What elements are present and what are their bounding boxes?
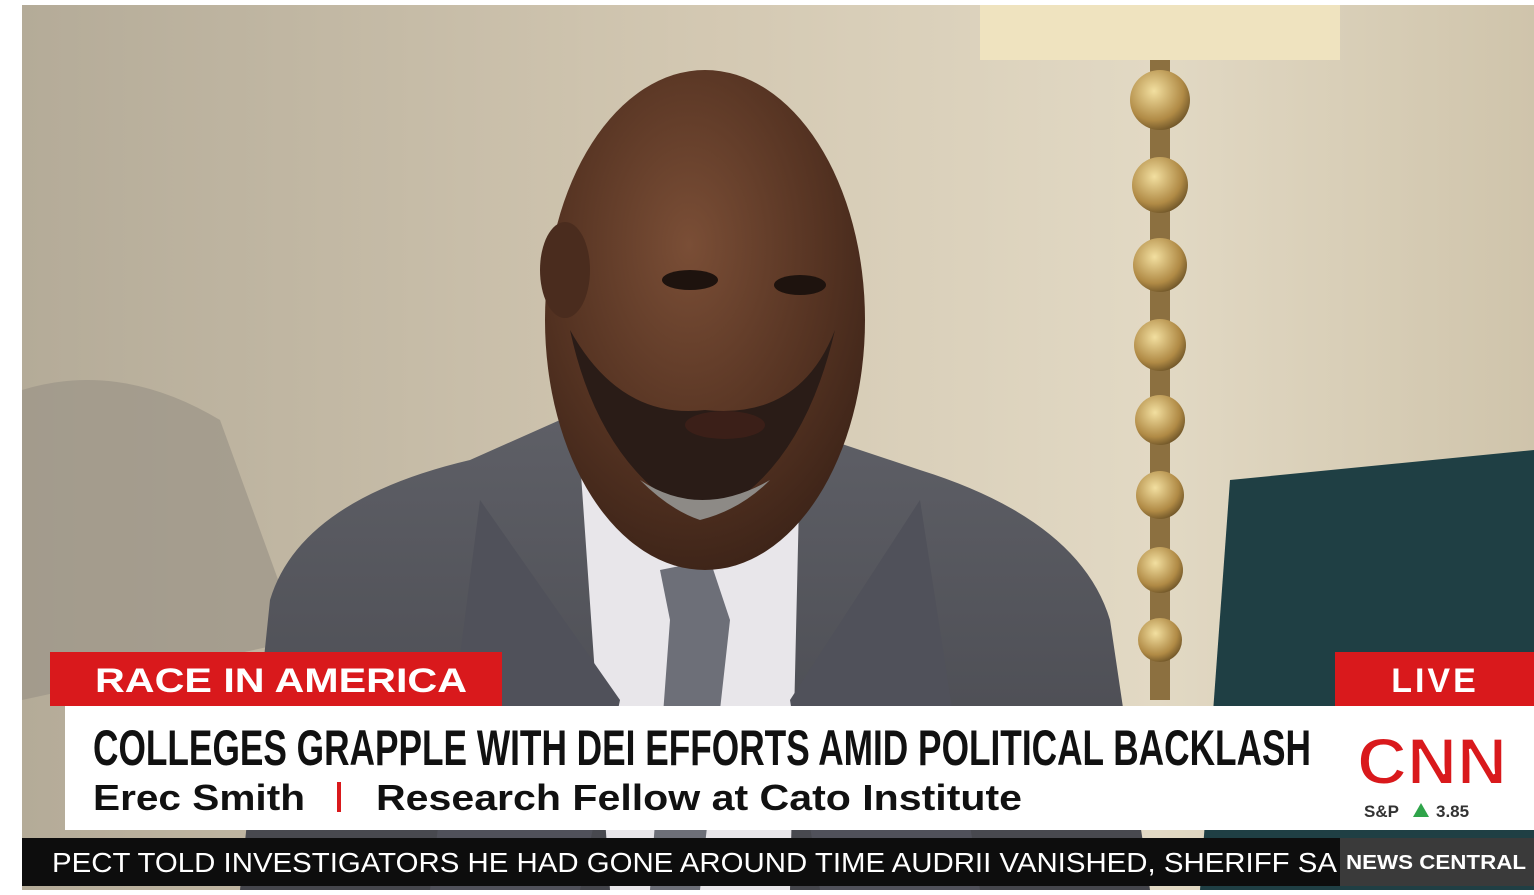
sofa — [22, 380, 300, 700]
network-logo: CNN — [1357, 724, 1507, 798]
guest-name: Erec Smith — [93, 777, 305, 818]
section-tag: RACE IN AMERICA — [95, 662, 467, 700]
headline: COLLEGES GRAPPLE WITH DEI EFFORTS AMID P… — [93, 720, 1311, 776]
live-tag: LIVE — [1391, 662, 1479, 700]
ticker-bar — [22, 838, 1534, 886]
market-up-arrow — [1413, 803, 1429, 817]
ticker-label: NEWS CENTRAL — [1346, 852, 1526, 874]
section-tag-box — [50, 652, 502, 706]
market-index: S&P — [1364, 802, 1399, 821]
lamp-shade — [980, 5, 1340, 60]
lower-third: RACE IN AMERICA LIVE COLLEGES GRAPPLE WI… — [50, 652, 1534, 830]
guest-title: Research Fellow at Cato Institute — [376, 777, 1022, 818]
live-tag-box — [1335, 652, 1534, 706]
lamp-column — [1130, 60, 1190, 700]
ticker-label-box — [1340, 838, 1534, 886]
market-change: 3.85 — [1436, 802, 1469, 821]
headline-box — [65, 706, 1534, 830]
ticker: PECT TOLD INVESTIGATORS HE HAD GONE AROU… — [22, 838, 1534, 886]
ticker-text: PECT TOLD INVESTIGATORS HE HAD GONE AROU… — [52, 847, 1337, 878]
name-divider — [337, 782, 341, 812]
